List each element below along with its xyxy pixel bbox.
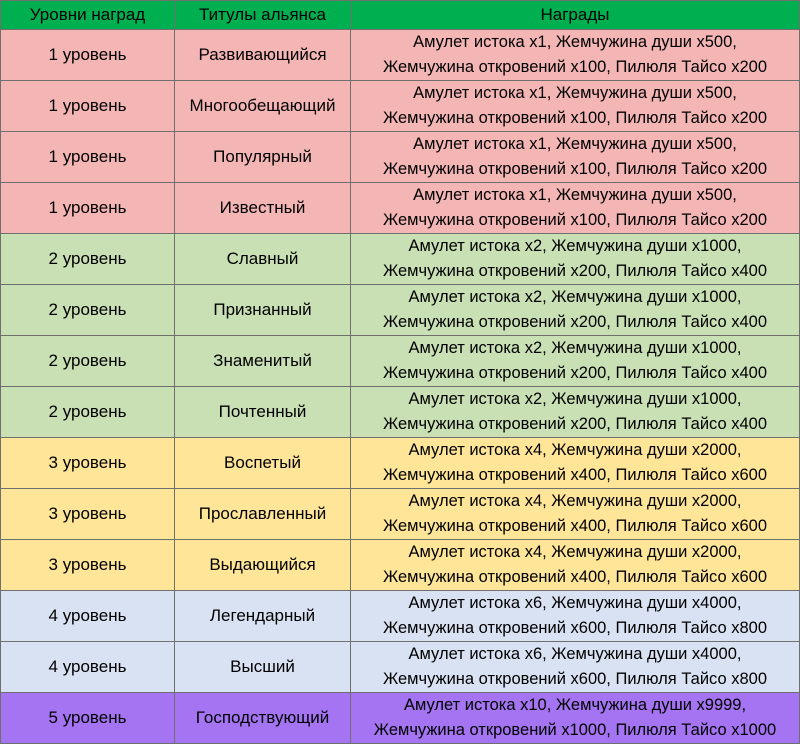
header-rewards: Награды: [350, 0, 800, 30]
reward-cell: Амулет истока x1, Жемчужина души x500, Же…: [350, 80, 800, 132]
reward-line: Амулет истока x6, Жемчужина души x4000,: [408, 645, 742, 663]
reward-line: Жемчужина откровений x200, Пилюля Тайсо …: [382, 364, 768, 382]
title-cell: Популярный: [174, 131, 351, 183]
level-cell: 1 уровень: [0, 29, 175, 81]
level-cell: 3 уровень: [0, 539, 175, 591]
level-cell: 5 уровень: [0, 692, 175, 744]
reward-line: Жемчужина откровений x600, Пилюля Тайсо …: [382, 619, 768, 637]
reward-line: Амулет истока x6, Жемчужина души x4000,: [408, 594, 742, 612]
reward-cell: Амулет истока x10, Жемчужина души x9999,…: [350, 692, 800, 744]
reward-line: Жемчужина откровений x200, Пилюля Тайсо …: [382, 313, 768, 331]
reward-line: Амулет истока x2, Жемчужина души x1000,: [408, 339, 742, 357]
reward-line: Амулет истока x1, Жемчужина души x500,: [413, 33, 737, 51]
title-cell: Известный: [174, 182, 351, 234]
reward-line: Амулет истока x4, Жемчужина души x2000,: [408, 543, 742, 561]
reward-cell: Амулет истока x2, Жемчужина души x1000, Ж…: [350, 233, 800, 285]
reward-line: Амулет истока x1, Жемчужина души x500,: [413, 135, 737, 153]
reward-line: Жемчужина откровений x400, Пилюля Тайсо …: [382, 466, 768, 484]
reward-cell: Амулет истока x2, Жемчужина души x1000, Ж…: [350, 335, 800, 387]
reward-line: Амулет истока x10, Жемчужина души x9999,: [403, 696, 747, 714]
title-cell: Легендарный: [174, 590, 351, 642]
title-cell: Высший: [174, 641, 351, 693]
reward-cell: Амулет истока x4, Жемчужина души x2000, Ж…: [350, 488, 800, 540]
reward-cell: Амулет истока x2, Жемчужина души x1000, Ж…: [350, 284, 800, 336]
reward-line: Жемчужина откровений x100, Пилюля Тайсо …: [382, 211, 768, 229]
reward-cell: Амулет истока x1, Жемчужина души x500, Же…: [350, 131, 800, 183]
table-row: 1 уровень Многообещающий Амулет истока x…: [0, 80, 800, 132]
title-cell: Многообещающий: [174, 80, 351, 132]
reward-cell: Амулет истока x1, Жемчужина души x500, Же…: [350, 182, 800, 234]
title-cell: Почтенный: [174, 386, 351, 438]
reward-line: Амулет истока x2, Жемчужина души x1000,: [408, 390, 742, 408]
reward-cell: Амулет истока x1, Жемчужина души x500, Же…: [350, 29, 800, 81]
table-row: 5 уровень Господствующий Амулет истока x…: [0, 692, 800, 744]
reward-line: Амулет истока x2, Жемчужина души x1000,: [408, 237, 742, 255]
reward-cell: Амулет истока x6, Жемчужина души x4000, Ж…: [350, 641, 800, 693]
reward-line: Жемчужина откровений x100, Пилюля Тайсо …: [382, 109, 768, 127]
reward-line: Амулет истока x1, Жемчужина души x500,: [413, 186, 737, 204]
title-cell: Господствующий: [174, 692, 351, 744]
table-row: 1 уровень Развивающийся Амулет истока x1…: [0, 29, 800, 81]
table-row: 1 уровень Популярный Амулет истока x1, Ж…: [0, 131, 800, 183]
table-row: 2 уровень Почтенный Амулет истока x2, Же…: [0, 386, 800, 438]
reward-line: Амулет истока x1, Жемчужина души x500,: [413, 84, 737, 102]
title-cell: Воспетый: [174, 437, 351, 489]
reward-line: Жемчужина откровений x400, Пилюля Тайсо …: [382, 568, 768, 586]
level-cell: 1 уровень: [0, 131, 175, 183]
reward-line: Жемчужина откровений x100, Пилюля Тайсо …: [382, 160, 768, 178]
reward-line: Жемчужина откровений x400, Пилюля Тайсо …: [382, 517, 768, 535]
table-row: 2 уровень Признанный Амулет истока x2, Ж…: [0, 284, 800, 336]
level-cell: 2 уровень: [0, 335, 175, 387]
header-row: Уровни наград Титулы альянса Награды: [0, 0, 800, 30]
level-cell: 4 уровень: [0, 641, 175, 693]
reward-cell: Амулет истока x2, Жемчужина души x1000, Ж…: [350, 386, 800, 438]
level-cell: 1 уровень: [0, 182, 175, 234]
table-row: 3 уровень Воспетый Амулет истока x4, Жем…: [0, 437, 800, 489]
title-cell: Знаменитый: [174, 335, 351, 387]
level-cell: 3 уровень: [0, 488, 175, 540]
title-cell: Развивающийся: [174, 29, 351, 81]
header-reward-levels: Уровни наград: [0, 0, 175, 30]
title-cell: Прославленный: [174, 488, 351, 540]
table-row: 3 уровень Прославленный Амулет истока x4…: [0, 488, 800, 540]
header-alliance-titles: Титулы альянса: [174, 0, 351, 30]
table-row: 4 уровень Высший Амулет истока x6, Жемчу…: [0, 641, 800, 693]
level-cell: 1 уровень: [0, 80, 175, 132]
title-cell: Признанный: [174, 284, 351, 336]
reward-line: Амулет истока x4, Жемчужина души x2000,: [408, 441, 742, 459]
reward-cell: Амулет истока x4, Жемчужина души x2000, Ж…: [350, 539, 800, 591]
reward-line: Жемчужина откровений x600, Пилюля Тайсо …: [382, 670, 768, 688]
reward-cell: Амулет истока x6, Жемчужина души x4000, Ж…: [350, 590, 800, 642]
title-cell: Выдающийся: [174, 539, 351, 591]
reward-line: Амулет истока x4, Жемчужина души x2000,: [408, 492, 742, 510]
table-row: 2 уровень Знаменитый Амулет истока x2, Ж…: [0, 335, 800, 387]
title-cell: Славный: [174, 233, 351, 285]
table-row: 2 уровень Славный Амулет истока x2, Жемч…: [0, 233, 800, 285]
table-row: 4 уровень Легендарный Амулет истока x6, …: [0, 590, 800, 642]
reward-line: Жемчужина откровений x200, Пилюля Тайсо …: [382, 415, 768, 433]
level-cell: 2 уровень: [0, 386, 175, 438]
level-cell: 3 уровень: [0, 437, 175, 489]
level-cell: 4 уровень: [0, 590, 175, 642]
level-cell: 2 уровень: [0, 284, 175, 336]
reward-line: Жемчужина откровений x100, Пилюля Тайсо …: [382, 58, 768, 76]
level-cell: 2 уровень: [0, 233, 175, 285]
reward-line: Жемчужина откровений x1000, Пилюля Тайсо…: [373, 721, 777, 739]
reward-line: Жемчужина откровений x200, Пилюля Тайсо …: [382, 262, 768, 280]
reward-cell: Амулет истока x4, Жемчужина души x2000, Ж…: [350, 437, 800, 489]
table-row: 3 уровень Выдающийся Амулет истока x4, Ж…: [0, 539, 800, 591]
reward-line: Амулет истока x2, Жемчужина души x1000,: [408, 288, 742, 306]
table-row: 1 уровень Известный Амулет истока x1, Же…: [0, 182, 800, 234]
